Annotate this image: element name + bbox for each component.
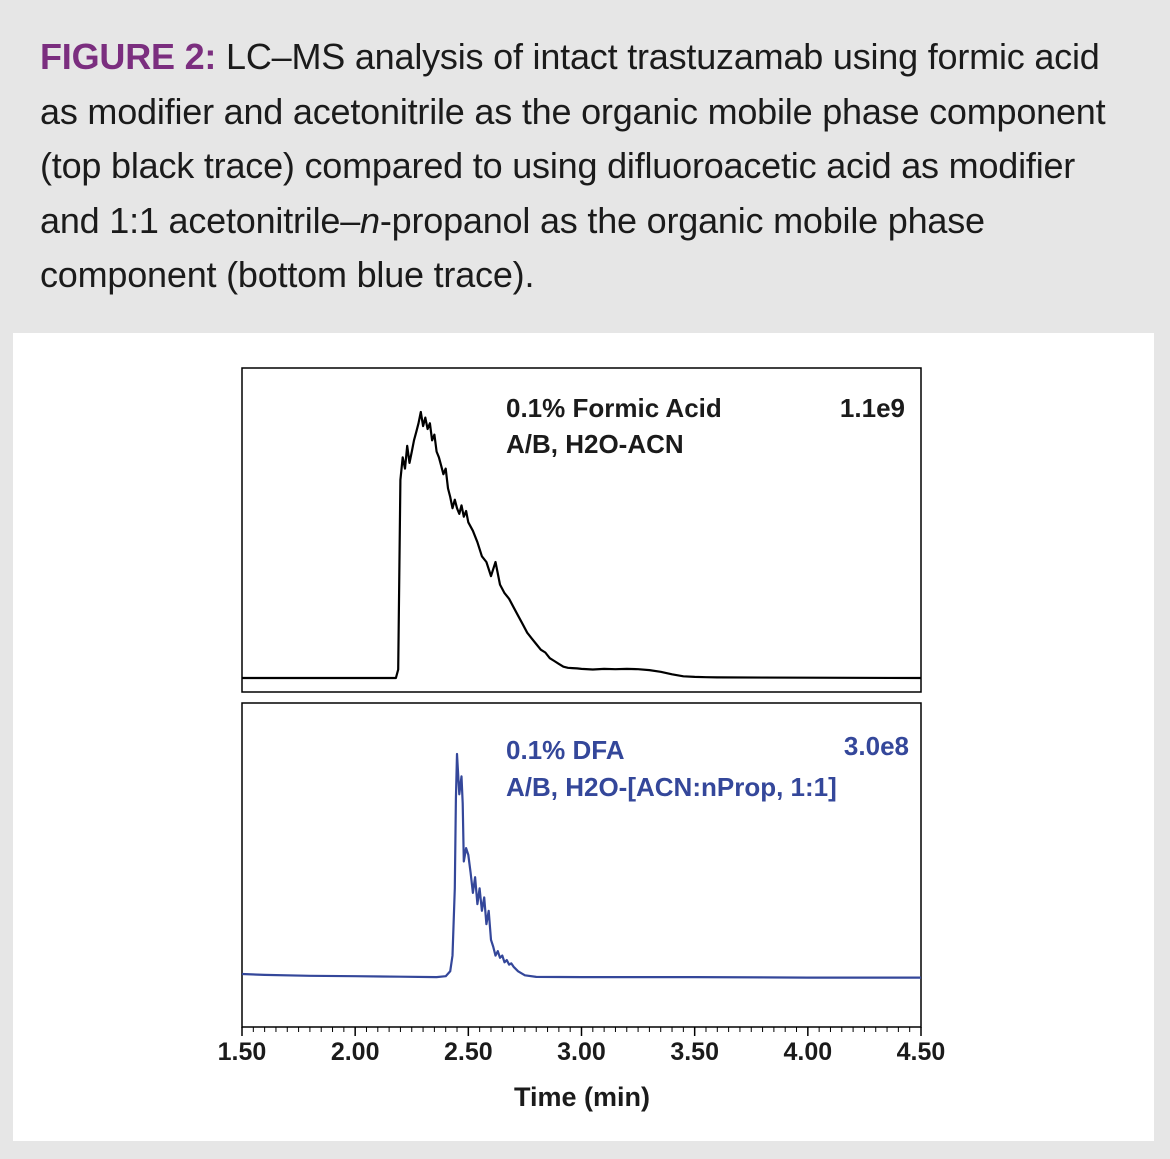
figure-caption: FIGURE 2: LC–MS analysis of intact trast… xyxy=(40,30,1140,303)
top-trace-label-1: 0.1% Formic Acid xyxy=(506,393,722,423)
bottom-trace-label-1: 0.1% DFA xyxy=(506,735,625,765)
caption-text-part2: -propanol as the organic mobile phase co… xyxy=(40,199,985,296)
x-tick-label: 3.50 xyxy=(670,1038,719,1066)
bottom-scale-label: 3.0e8 xyxy=(844,731,909,761)
x-tick-label: 1.50 xyxy=(218,1038,267,1066)
x-axis-tick-labels: 1.50 2.00 2.50 3.00 3.50 4.00 4.50 xyxy=(218,1038,946,1066)
figure-label: FIGURE 2: xyxy=(40,36,217,77)
bottom-trace-label-2: A/B, H2O-[ACN:nProp, 1:1] xyxy=(506,772,837,802)
x-axis-title: Time (min) xyxy=(514,1082,650,1112)
top-trace-line xyxy=(242,410,922,680)
caption-text-part1: LC–MS analysis of intact trastuzamab usi… xyxy=(40,36,1106,241)
x-tick-label: 2.00 xyxy=(331,1038,380,1066)
x-axis-ticks xyxy=(241,1027,922,1036)
top-trace-label-2: A/B, H2O-ACN xyxy=(506,429,684,459)
chromatogram-chart: 0.1% Formic Acid A/B, H2O-ACN 1.1e9 0.1%… xyxy=(218,367,946,1112)
x-tick-label: 2.50 xyxy=(444,1038,493,1066)
x-tick-label: 4.00 xyxy=(783,1038,832,1066)
chart-panel: 0.1% Formic Acid A/B, H2O-ACN 1.1e9 0.1%… xyxy=(13,333,1154,1141)
top-plot-frame xyxy=(241,367,922,693)
bottom-trace-line xyxy=(241,752,921,979)
x-tick-label: 4.50 xyxy=(897,1038,946,1066)
top-scale-label: 1.1e9 xyxy=(840,393,905,423)
x-tick-label: 3.00 xyxy=(557,1038,606,1066)
caption-text-italic: n xyxy=(360,199,380,241)
